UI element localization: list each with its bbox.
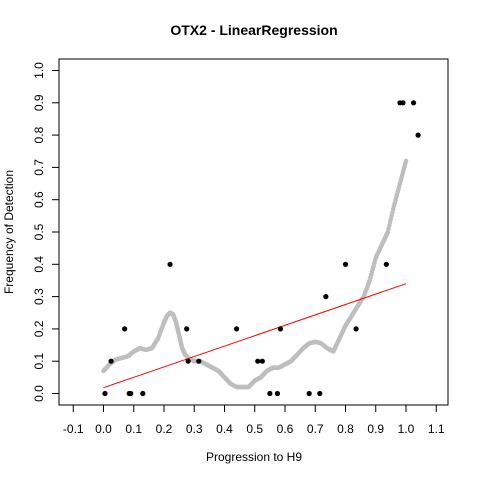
observed-point <box>323 294 329 300</box>
observed-point <box>267 390 273 397</box>
observed-point <box>259 358 265 364</box>
observed-point <box>184 326 190 332</box>
observed-point <box>317 390 323 397</box>
observed-point <box>274 390 281 397</box>
observed-point <box>353 326 359 332</box>
x-tick-label: -0.1 <box>63 422 84 436</box>
observed-series <box>102 100 421 397</box>
x-tick-label: 0.2 <box>156 422 173 436</box>
regression-series <box>103 283 407 389</box>
observed-point <box>400 100 406 106</box>
observed-point <box>122 326 128 332</box>
x-tick-label: 0.6 <box>277 422 294 436</box>
x-tick-label: 0.9 <box>367 422 384 436</box>
y-tick-label: 0.0 <box>32 385 46 402</box>
x-tick-label: 1.1 <box>428 422 445 436</box>
observed-point <box>342 261 349 267</box>
x-tick-label: 0.5 <box>246 422 263 436</box>
y-tick-label: 1.0 <box>32 62 46 79</box>
y-tick-label: 0.2 <box>32 320 46 337</box>
observed-point <box>102 390 108 397</box>
x-tick-label: 0.7 <box>307 422 324 436</box>
y-axis: 0.0 0.1 0.2 0.3 0.4 0.5 0.6 0.7 0.8 0.9 1.0 <box>32 62 60 402</box>
y-tick-label: 0.6 <box>32 191 46 208</box>
observed-point <box>196 358 202 364</box>
y-tick-label: 0.1 <box>32 353 46 370</box>
chart-title: OTX2 - LinearRegression <box>170 22 337 38</box>
x-tick-label: 0.1 <box>125 422 142 436</box>
regression-line <box>103 283 407 389</box>
y-tick-label: 0.3 <box>32 288 46 305</box>
x-tick-label: 0.8 <box>337 422 354 436</box>
smoothed-series <box>101 158 409 390</box>
x-tick-label: 0.3 <box>186 422 203 436</box>
y-axis-label: Frequency of Detection <box>2 170 16 294</box>
observed-point <box>108 358 114 364</box>
y-tick-label: 0.8 <box>32 126 46 143</box>
observed-point <box>234 326 240 332</box>
observed-point <box>410 100 417 106</box>
observed-point <box>140 390 146 397</box>
x-axis-label: Progression to H9 <box>206 450 302 464</box>
x-tick-label: 0.0 <box>95 422 112 436</box>
y-tick-label: 0.5 <box>32 223 46 240</box>
observed-point <box>185 358 191 364</box>
observed-point <box>167 261 173 267</box>
x-axis: -0.1 0.0 0.1 0.2 0.3 0.4 0.5 0.6 0.7 0.8 0.9 1.0 1.1 <box>63 404 445 436</box>
observed-point <box>128 390 134 397</box>
observed-point <box>306 390 312 397</box>
observed-point <box>383 261 389 267</box>
y-tick-label: 0.7 <box>32 159 46 176</box>
smoothed-point <box>403 158 409 164</box>
observed-point <box>277 326 284 332</box>
y-tick-label: 0.9 <box>32 94 46 111</box>
y-tick-label: 0.4 <box>32 256 46 273</box>
observed-point <box>415 132 421 138</box>
observed-point <box>255 358 261 364</box>
x-tick-label: 1.0 <box>398 422 415 436</box>
x-tick-label: 0.4 <box>216 422 233 436</box>
